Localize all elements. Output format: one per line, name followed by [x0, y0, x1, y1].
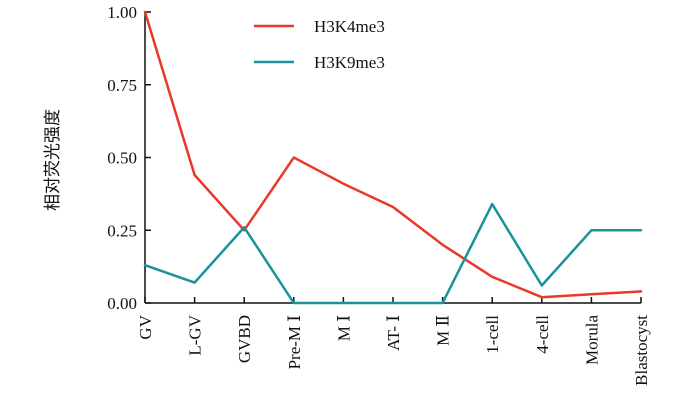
y-tick-label: 0.50 [107, 149, 137, 168]
y-tick-label: 0.00 [107, 294, 137, 313]
x-tick-label: GV [136, 314, 155, 339]
y-tick-label: 0.75 [107, 76, 137, 95]
x-tick-label: AT- Ⅰ [384, 315, 403, 351]
x-tick-label: Pre-M Ⅰ [285, 315, 304, 369]
legend: H3K4me3 H3K9me3 [254, 17, 385, 72]
series-line-h3k9me3 [143, 202, 643, 305]
x-tick-label: Blastocyst [632, 315, 651, 386]
series-line-h3k4me3 [143, 10, 643, 299]
y-axis-label: 相对荧光强度 [43, 109, 63, 211]
axes: 0.00 0.25 0.50 0.75 1.00 GV L-GV GVBD Pre-M Ⅰ M Ⅰ… [107, 3, 651, 386]
x-tick-label: M Ⅱ [434, 315, 453, 346]
legend-label-h3k4me3: H3K4me3 [314, 17, 385, 36]
x-tick-label: 4-cell [533, 315, 552, 354]
x-tick-label: GVBD [235, 315, 254, 363]
x-tick-label: Morula [582, 315, 601, 366]
x-tick-label: 1-cell [483, 315, 502, 354]
series-lines [143, 10, 643, 305]
y-tick-label: 0.25 [107, 221, 137, 240]
x-tick-label: M Ⅰ [334, 315, 353, 341]
y-tick-label: 1.00 [107, 3, 137, 22]
x-tick-label: L-GV [186, 314, 205, 355]
legend-label-h3k9me3: H3K9me3 [314, 53, 385, 72]
